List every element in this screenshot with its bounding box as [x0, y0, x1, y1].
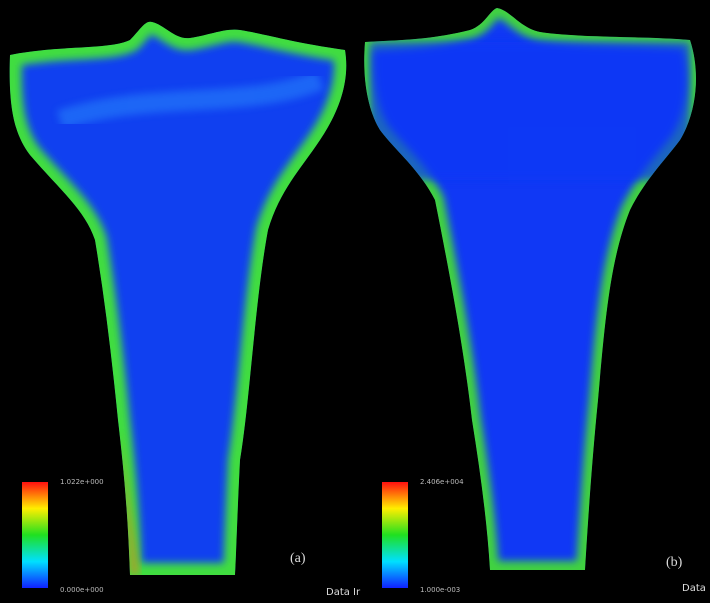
- panel-label: (a): [290, 551, 306, 566]
- caption: Data I: [682, 583, 710, 594]
- color-bar: [22, 482, 48, 588]
- caption: Data Ir: [326, 587, 361, 598]
- legend-min: 1.000e-003: [420, 586, 460, 594]
- legend-max: 1.022e+000: [60, 478, 104, 486]
- legend-max: 2.406e+004: [420, 478, 464, 486]
- bone-a: [9, 21, 347, 576]
- color-bar: [382, 482, 408, 588]
- legend-min: 0.000e+000: [60, 586, 104, 594]
- bone-b: [364, 8, 696, 570]
- panel-label: (b): [666, 555, 683, 570]
